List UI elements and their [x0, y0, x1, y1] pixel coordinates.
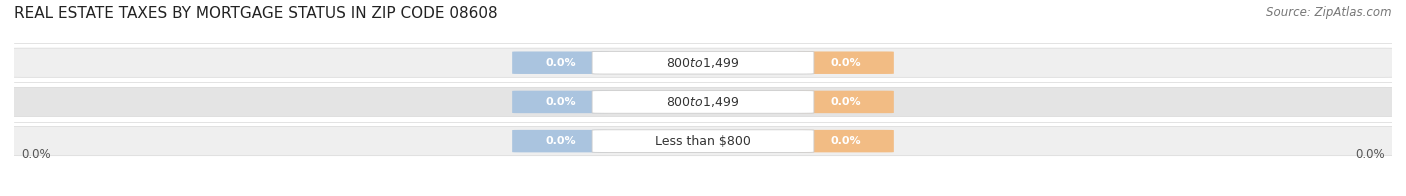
FancyBboxPatch shape	[4, 87, 1402, 116]
FancyBboxPatch shape	[4, 48, 1402, 77]
Text: 0.0%: 0.0%	[546, 136, 575, 146]
FancyBboxPatch shape	[512, 52, 609, 74]
FancyBboxPatch shape	[592, 130, 814, 152]
Text: Less than $800: Less than $800	[655, 135, 751, 148]
Text: $800 to $1,499: $800 to $1,499	[666, 56, 740, 70]
Text: 0.0%: 0.0%	[831, 97, 860, 107]
Text: REAL ESTATE TAXES BY MORTGAGE STATUS IN ZIP CODE 08608: REAL ESTATE TAXES BY MORTGAGE STATUS IN …	[14, 6, 498, 21]
Text: 0.0%: 0.0%	[546, 97, 575, 107]
Text: 0.0%: 0.0%	[21, 148, 51, 161]
FancyBboxPatch shape	[797, 91, 894, 113]
Text: Source: ZipAtlas.com: Source: ZipAtlas.com	[1267, 6, 1392, 19]
FancyBboxPatch shape	[512, 130, 609, 152]
FancyBboxPatch shape	[797, 130, 894, 152]
Text: 0.0%: 0.0%	[546, 58, 575, 68]
Text: 0.0%: 0.0%	[831, 58, 860, 68]
FancyBboxPatch shape	[797, 52, 894, 74]
FancyBboxPatch shape	[592, 91, 814, 113]
FancyBboxPatch shape	[592, 51, 814, 74]
Text: 0.0%: 0.0%	[1355, 148, 1385, 161]
FancyBboxPatch shape	[4, 127, 1402, 156]
FancyBboxPatch shape	[512, 91, 609, 113]
Text: $800 to $1,499: $800 to $1,499	[666, 95, 740, 109]
Text: 0.0%: 0.0%	[831, 136, 860, 146]
